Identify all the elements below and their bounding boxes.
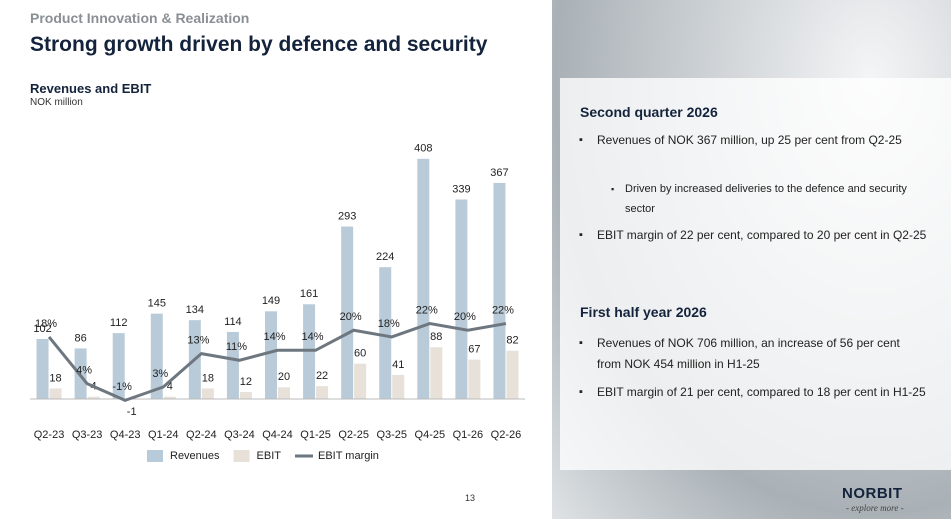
data-label: 18% xyxy=(35,318,57,330)
logo-tagline: - explore more - xyxy=(846,503,904,513)
bullet: Revenues of NOK 706 million, an increase… xyxy=(579,333,927,375)
x-tick-label: Q1-24 xyxy=(148,429,179,441)
x-tick-label: Q4-23 xyxy=(110,429,141,441)
slide-title: Strong growth driven by defence and secu… xyxy=(30,33,488,56)
logo: NORBIT xyxy=(842,485,903,502)
x-tick-label: Q2-26 xyxy=(491,429,522,441)
bar xyxy=(36,339,49,400)
line xyxy=(47,322,507,402)
data-label: 60 xyxy=(354,348,366,360)
legend-label: EBIT xyxy=(257,450,282,462)
data-label: 22% xyxy=(416,304,438,316)
bullet: EBIT margin of 21 per cent, compared to … xyxy=(579,382,927,403)
bar xyxy=(239,391,252,400)
data-label: 18 xyxy=(202,372,214,384)
bullet: EBIT margin of 22 per cent, compared to … xyxy=(579,225,927,246)
bar xyxy=(379,267,392,400)
data-label: 161 xyxy=(300,288,318,300)
x-tick-label: Q2-25 xyxy=(338,429,369,441)
bar xyxy=(341,226,354,400)
data-label: 14% xyxy=(302,331,324,343)
x-tick-label: Q2-23 xyxy=(34,429,65,441)
bar xyxy=(430,347,443,400)
data-label: 408 xyxy=(414,143,432,155)
kicker: Product Innovation & Realization xyxy=(30,10,250,26)
data-label: 145 xyxy=(148,298,166,310)
data-label: 4 xyxy=(167,381,173,393)
bar xyxy=(493,182,506,400)
data-label: 18 xyxy=(49,372,61,384)
data-label: 11% xyxy=(226,341,247,353)
data-label: 12 xyxy=(240,376,252,388)
data-label: 293 xyxy=(338,210,356,222)
data-label: 82 xyxy=(506,335,518,347)
chart: Q2-23 Q3-23 Q4-23 Q1-24 Q2-24 Q3-24 Q4-24 Q1-25… xyxy=(30,143,525,462)
data-label: 41 xyxy=(392,359,404,371)
data-label: -1 xyxy=(127,406,137,418)
data-label: 224 xyxy=(376,251,394,263)
x-tick-label: Q2-24 xyxy=(186,429,217,441)
bar xyxy=(278,387,290,400)
data-label: 88 xyxy=(430,331,442,343)
section-heading: Second quarter 2026 xyxy=(580,104,718,120)
data-label: 102 xyxy=(33,323,51,335)
x-tick-label: Q4-24 xyxy=(262,429,293,441)
bar xyxy=(455,199,468,400)
section-heading: First half year 2026 xyxy=(580,304,707,320)
data-label: 3% xyxy=(152,368,168,380)
data-label: -1% xyxy=(112,381,132,393)
bar xyxy=(316,386,329,400)
data-label: 86 xyxy=(74,332,86,344)
bar xyxy=(150,313,163,400)
data-label: 22 xyxy=(316,370,328,382)
x-tick-label: Q4-25 xyxy=(415,429,446,441)
bar xyxy=(87,396,100,400)
bar xyxy=(354,363,367,400)
x-tick-label: Q3-25 xyxy=(376,429,407,441)
bar xyxy=(226,331,239,400)
legend-swatch xyxy=(147,450,163,462)
bar xyxy=(392,374,405,400)
data-label: 14% xyxy=(263,331,285,343)
data-label: 67 xyxy=(468,344,480,356)
bar xyxy=(201,388,214,400)
x-tick-label: Q1-26 xyxy=(453,429,484,441)
data-label: 20% xyxy=(340,311,362,323)
x-tick-label: Q3-24 xyxy=(224,429,255,441)
data-label: 134 xyxy=(186,304,204,316)
data-label: 18% xyxy=(378,318,400,330)
legend-label: Revenues xyxy=(170,450,220,462)
data-label: 22% xyxy=(492,304,514,316)
bar xyxy=(49,388,62,400)
bar xyxy=(163,396,176,400)
bar xyxy=(468,359,481,400)
data-label: 20% xyxy=(454,311,476,323)
bar xyxy=(417,158,430,400)
data-label: 13% xyxy=(187,335,209,347)
data-label: 4% xyxy=(76,365,92,377)
legend-label: EBIT margin xyxy=(318,450,379,462)
chart-title: Revenues and EBIT xyxy=(30,81,152,96)
bullet: Revenues of NOK 367 million, up 25 per c… xyxy=(579,130,927,151)
legend-swatch xyxy=(233,450,250,462)
data-label: 112 xyxy=(110,317,128,329)
page-number: 13 xyxy=(465,493,476,503)
bar xyxy=(112,333,125,400)
bar xyxy=(265,311,277,400)
x-tick-label: Q1-25 xyxy=(300,429,331,441)
x-tick-label: Q3-23 xyxy=(72,429,103,441)
data-label: 339 xyxy=(452,183,470,195)
data-label: 20 xyxy=(278,371,290,383)
data-label: 367 xyxy=(490,167,508,179)
chart-subtitle: NOK million xyxy=(30,97,83,108)
data-label: 149 xyxy=(262,295,280,307)
sub-bullet: Driven by increased deliveries to the de… xyxy=(611,179,915,219)
data-label: 114 xyxy=(224,316,242,328)
bar xyxy=(506,350,519,400)
